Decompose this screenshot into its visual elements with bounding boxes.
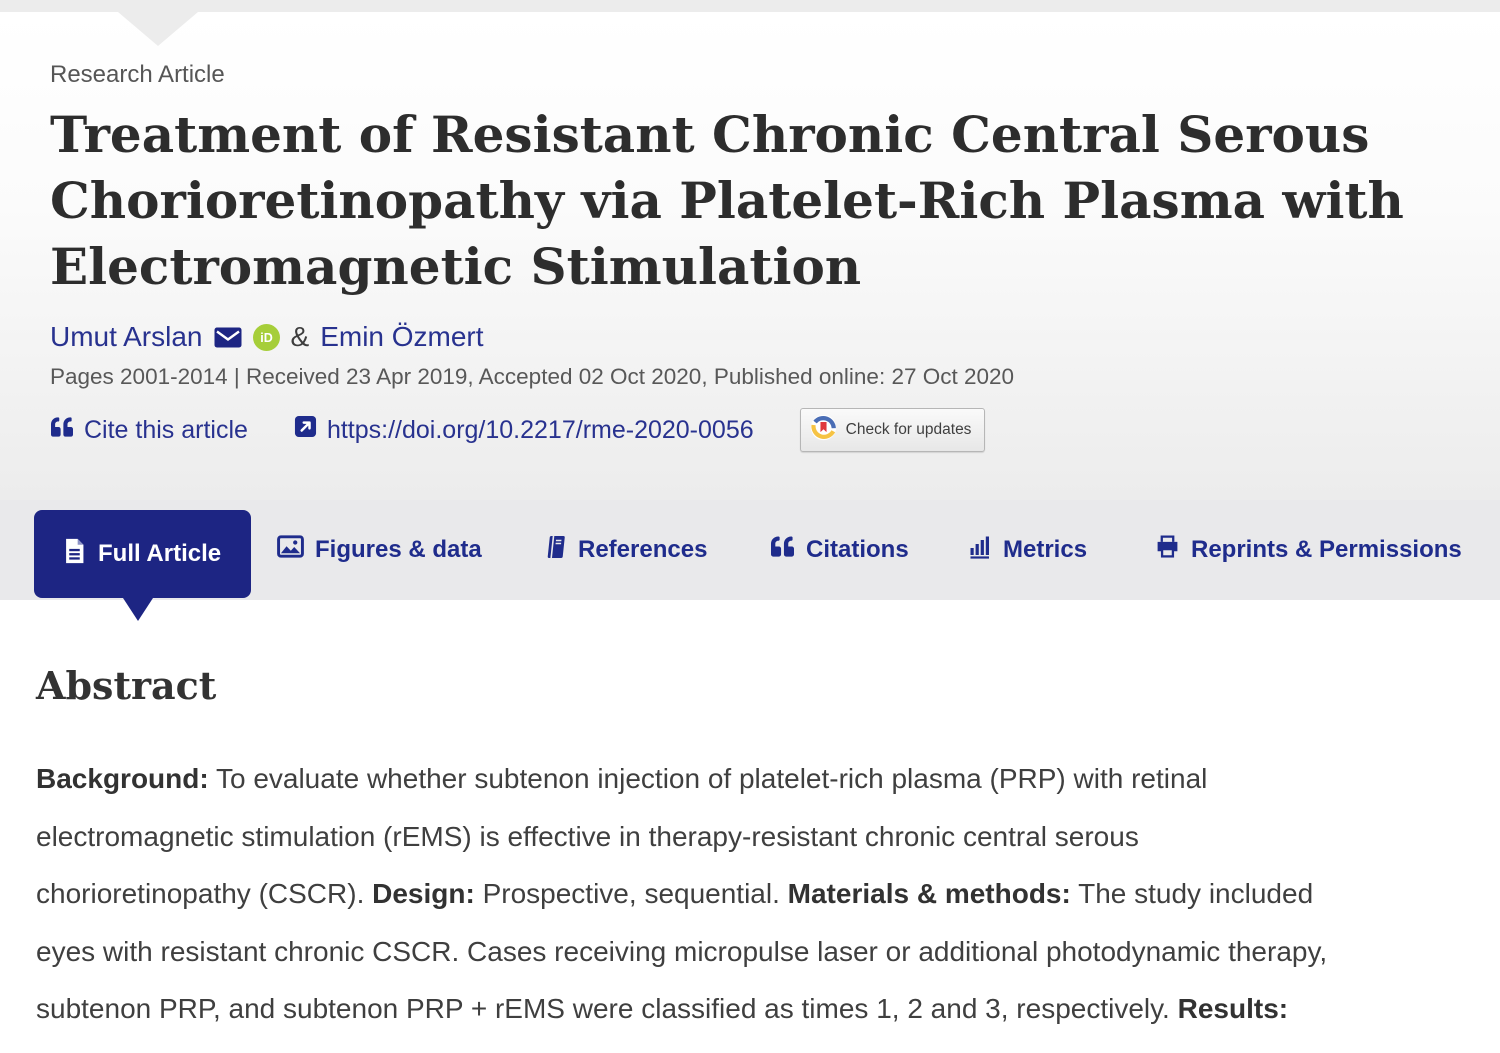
abstract-line: subtenon PRP, and subtenon PRP + rEMS we… [36,993,1289,1024]
figures-icon [277,535,304,565]
author-separator: & [290,321,310,352]
tab-full-article[interactable]: Full Article [34,510,252,598]
tab-figures-data[interactable]: Figures & data [277,500,482,600]
tab-label: References [578,536,708,563]
quote-icon [50,416,74,445]
tab-label: Citations [806,536,909,563]
check-for-updates-button[interactable]: Check for updates [799,408,986,452]
title-line: Chorioretinopathy via Platelet-Rich Plas… [50,171,1404,230]
printer-icon [1155,534,1180,566]
tab-reprints-permissions[interactable]: Reprints & Permissions [1155,500,1462,600]
abstract-text: Background: To evaluate whether subtenon… [36,750,1500,1053]
article-header: Research Article Treatment of Resistant … [0,12,1500,500]
author-link-emin-ozmert[interactable]: Emin Özmert [320,321,484,352]
crossmark-icon [810,414,837,446]
tab-metrics[interactable]: Metrics [968,500,1087,600]
document-icon [64,538,85,571]
article-body: Abstract Background: To evaluate whether… [0,662,1500,1053]
article-meta-line: Pages 2001-2014 | Received 23 Apr 2019, … [50,364,1015,389]
tab-label: Figures & data [315,536,482,563]
title-line: Treatment of Resistant Chronic Central S… [50,105,1370,164]
email-icon[interactable] [214,327,242,348]
metrics-icon [968,535,992,566]
abstract-heading: Abstract [36,663,217,708]
tab-label: Metrics [1003,536,1088,563]
book-icon [545,534,567,567]
cite-this-article-link[interactable]: Cite this article [50,416,248,445]
abstract-line-clipped: Subretinal fluid resorption durations we… [36,1038,1500,1053]
title-line: Electromagnetic Stimulation [50,237,862,296]
abstract-line: electromagnetic stimulation (rEMS) is ef… [36,820,1139,852]
article-type-label: Research Article [50,61,225,88]
orcid-icon[interactable]: iD [252,323,280,351]
cite-row: Cite this article https://doi.org/10.221… [50,408,1500,452]
author-link-umut-arslan[interactable]: Umut Arslan [50,321,203,352]
article-title: Treatment of Resistant Chronic Central S… [50,102,1500,300]
abstract-line: Background: To evaluate whether subtenon… [36,763,1208,794]
external-link-icon [294,415,317,445]
abstract-line: eyes with resistant chronic CSCR. Cases … [36,935,1328,967]
article-tab-bar: Full Article Figures & data References [0,500,1500,621]
quote-icon [770,535,795,565]
top-bar [0,0,1500,12]
tab-references[interactable]: References [545,500,707,600]
svg-text:iD: iD [260,331,273,345]
doi-link[interactable]: https://doi.org/10.2217/rme-2020-0056 [294,415,754,445]
check-for-updates-label: Check for updates [845,421,972,438]
cite-this-article-label: Cite this article [84,415,248,444]
tab-label: Reprints & Permissions [1191,536,1462,563]
active-tab-pointer [123,598,153,621]
doi-text: https://doi.org/10.2217/rme-2020-0056 [326,415,754,444]
tab-citations[interactable]: Citations [770,500,909,600]
tab-label: Full Article [98,540,222,567]
author-row: Umut Arslan iD & Emin Özmert [50,320,1500,354]
abstract-line: chorioretinopathy (CSCR). Design: Prospe… [36,878,1314,909]
top-tab-pointer [118,12,198,46]
